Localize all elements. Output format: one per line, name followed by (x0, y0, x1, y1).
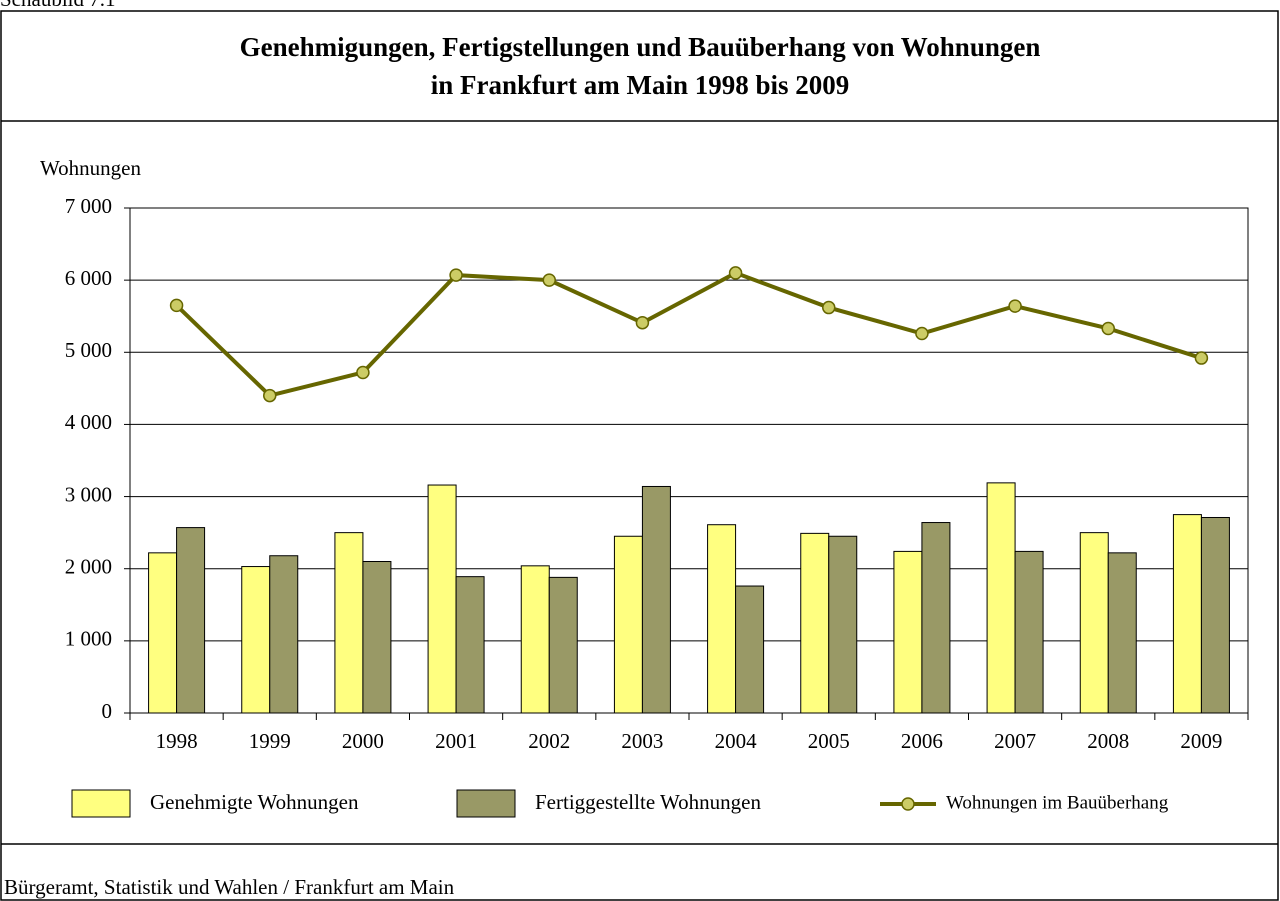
legend-swatch (71, 789, 131, 818)
bar (269, 555, 299, 714)
x-tick-label: 2004 (715, 729, 758, 753)
line (175, 270, 1203, 398)
y-tick-label: 6 000 (65, 266, 112, 290)
marker (728, 266, 743, 280)
bar (735, 585, 765, 714)
y-tick-label: 2 000 (65, 555, 112, 579)
bar (148, 552, 178, 714)
bar (548, 576, 578, 714)
x-tick-label: 2007 (994, 729, 1036, 753)
marker (356, 365, 370, 380)
bar (1079, 532, 1109, 714)
legend-marker (901, 797, 915, 811)
y-tick-label: 0 (102, 699, 113, 723)
bar (893, 550, 923, 714)
x-tick-label: 2006 (901, 729, 943, 753)
y-tick-label: 4 000 (65, 410, 112, 434)
bar (520, 565, 550, 714)
bar (921, 522, 951, 714)
bar (800, 532, 830, 714)
bar (613, 535, 643, 714)
source: Bürgeramt, Statistik und Wahlen / Frankf… (4, 875, 455, 899)
bar (241, 566, 271, 714)
marker (1008, 299, 1022, 313)
x-tick-label: 1998 (156, 729, 198, 753)
bar (1200, 516, 1230, 714)
marker (449, 268, 463, 282)
x-tick-label: 2005 (808, 729, 850, 753)
y-tick-label: 3 000 (65, 482, 112, 506)
legend-label: Wohnungen im Bauüberhang (946, 792, 1169, 813)
bar (176, 527, 206, 714)
legend-label: Fertiggestellte Wohnungen (535, 790, 761, 814)
x-tick-label: 2003 (621, 729, 663, 753)
bar (362, 561, 392, 714)
bar (1172, 514, 1202, 714)
x-tick-label: 2000 (342, 729, 384, 753)
x-tick-label: 2008 (1087, 729, 1129, 753)
bar (455, 576, 485, 714)
legend-swatch (456, 789, 516, 818)
bar (641, 485, 671, 714)
chart-subtitle: in Frankfurt am Main 1998 bis 2009 (431, 70, 850, 100)
y-tick-label: 7 000 (65, 194, 112, 218)
x-tick-label: 1999 (249, 729, 291, 753)
marker (263, 388, 277, 403)
y-tick-label: 1 000 (65, 627, 112, 651)
bar (427, 484, 457, 714)
bar (1014, 550, 1044, 714)
legend-label: Genehmigte Wohnungen (150, 790, 359, 814)
marker (169, 298, 184, 313)
bar (986, 482, 1016, 714)
bar (1107, 552, 1137, 714)
x-tick-label: 2002 (528, 729, 570, 753)
bar (707, 524, 737, 714)
bar (334, 532, 364, 714)
x-tick-label: 2009 (1180, 729, 1222, 753)
marker (915, 326, 929, 341)
marker (1194, 351, 1209, 365)
marker (1101, 321, 1115, 336)
figure-label: Schaubild 7.1 (0, 0, 116, 11)
y-axis-label: Wohnungen (40, 156, 141, 180)
bar (828, 535, 858, 714)
marker (822, 300, 836, 315)
marker (542, 273, 556, 287)
marker (635, 315, 650, 330)
y-tick-label: 5 000 (65, 338, 112, 362)
chart-title: Genehmigungen, Fertigstellungen und Bauü… (240, 32, 1041, 62)
x-tick-label: 2001 (435, 729, 477, 753)
frame (0, 10, 1279, 901)
